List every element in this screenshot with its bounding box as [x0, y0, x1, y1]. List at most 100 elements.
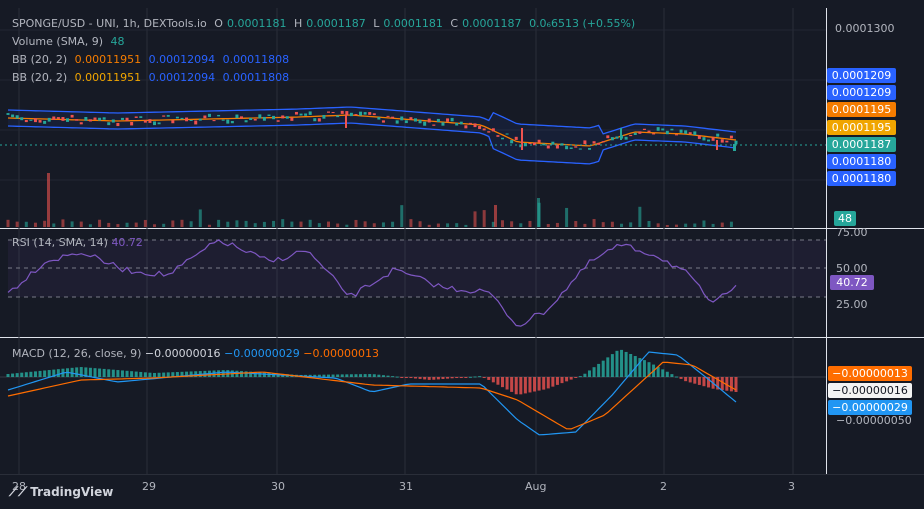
rsi-legend[interactable]: RSI (14, SMA, 14) 40.72 — [12, 236, 143, 249]
close-value: 0.0001187 — [462, 17, 522, 30]
candle-45 — [212, 120, 216, 122]
volume-bar-76 — [354, 219, 358, 227]
macd-hist-39 — [185, 371, 189, 377]
macd-hist-85 — [395, 376, 399, 378]
macd-hist-136 — [629, 353, 633, 377]
candle-36 — [171, 120, 175, 124]
macd-hist-36 — [171, 372, 175, 377]
candle-118 — [546, 145, 550, 149]
macd-hist-80 — [372, 374, 376, 377]
macd-hist-25 — [120, 370, 124, 377]
macd-hist-29 — [139, 371, 143, 377]
volume-bar-146 — [674, 224, 678, 227]
candle-151 — [697, 135, 701, 139]
candle-93 — [432, 124, 436, 126]
pane-separator-macd — [0, 337, 924, 338]
candle-123 — [569, 147, 573, 149]
macd-hist-8 — [43, 370, 47, 377]
macd-hist-95 — [441, 377, 445, 380]
candle-39 — [185, 117, 189, 122]
candle-108 — [500, 137, 504, 140]
candle-19 — [93, 117, 97, 120]
macd-hist-147 — [679, 377, 683, 379]
volume-bar-154 — [711, 223, 715, 227]
macd-hist-26 — [125, 370, 129, 377]
price-axis-border — [826, 8, 827, 474]
candle-96 — [446, 118, 450, 122]
candle-20 — [98, 117, 102, 121]
macd-hist-52 — [244, 371, 248, 377]
volume-bar-122 — [565, 207, 569, 227]
macd-hist-157 — [725, 377, 729, 391]
volume-bar-50 — [235, 220, 239, 227]
candle-119 — [551, 141, 555, 145]
macd-hist-144 — [665, 371, 669, 377]
volume-bar-10 — [52, 223, 56, 227]
macd-hist-131 — [606, 357, 610, 377]
low-value: 0.0001181 — [383, 17, 443, 30]
volume-bar-130 — [601, 222, 605, 227]
volume-bar-74 — [345, 224, 349, 227]
volume-bar-26 — [125, 222, 129, 227]
volume-bar-36 — [171, 220, 175, 227]
candle-135 — [624, 136, 628, 140]
macd-hist-105 — [487, 377, 491, 380]
candle-112 — [519, 144, 523, 148]
candle-88 — [409, 117, 413, 120]
macd-hist-94 — [436, 377, 440, 380]
macd-hist-113 — [523, 377, 527, 394]
volume-bar-144 — [665, 224, 669, 227]
macd-hist-92 — [427, 377, 431, 380]
volume-bar-142 — [656, 223, 660, 227]
tradingview-logo[interactable]: ⟋⟋ TradingView — [9, 485, 114, 500]
macd-hist-158 — [729, 377, 733, 392]
volume-bar-78 — [363, 221, 367, 227]
volume-bar-124 — [574, 221, 578, 227]
volume-bar-120 — [555, 222, 559, 227]
candle-47 — [221, 119, 225, 121]
macd-hist-140 — [647, 362, 651, 377]
volume-bar-18 — [88, 224, 92, 227]
candle-69 — [322, 114, 326, 119]
candle-17 — [84, 117, 88, 121]
macd-hist-31 — [148, 372, 152, 377]
candle-98 — [455, 122, 459, 126]
macd-hist-81 — [377, 374, 381, 377]
macd-hist-111 — [514, 377, 518, 395]
volume-bar-20 — [98, 219, 102, 227]
candle-41 — [194, 120, 198, 125]
candle-73 — [340, 110, 344, 114]
bb2-legend[interactable]: BB (20, 2) 0.00011951 0.00012094 0.00011… — [12, 71, 290, 84]
open-value: 0.0001181 — [226, 17, 287, 30]
macd-hist-66 — [308, 374, 312, 377]
macd-hist-149 — [688, 377, 692, 383]
volume-bar-8 — [43, 220, 47, 227]
volume-legend[interactable]: Volume (SMA, 9) 48 — [12, 35, 125, 48]
macd-hist-4 — [24, 372, 28, 377]
bb1-legend[interactable]: BB (20, 2) 0.00011951 0.00012094 0.00011… — [12, 53, 290, 66]
volume-bar-88 — [409, 219, 413, 227]
candle-54 — [253, 118, 257, 121]
volume-bar-156 — [720, 222, 724, 227]
macd-hist-87 — [404, 377, 408, 378]
tv-logo-icon: ⟋⟋ — [9, 485, 28, 500]
candle-78 — [363, 112, 367, 115]
candle-157 — [725, 140, 729, 143]
candle-124 — [574, 146, 578, 148]
candle-156 — [720, 139, 724, 143]
macd-hist-41 — [194, 371, 198, 377]
candle-drop — [521, 128, 523, 150]
candle-35 — [166, 115, 170, 117]
candle-14 — [70, 114, 74, 118]
candle-63 — [294, 111, 298, 115]
volume-tag: 48 — [834, 211, 856, 226]
candle-107 — [496, 135, 500, 137]
volume-bar-84 — [391, 221, 395, 227]
macd-legend[interactable]: MACD (12, 26, close, 9) −0.00000016 −0.0… — [12, 347, 379, 360]
candle-99 — [459, 121, 463, 125]
candle-71 — [331, 112, 335, 114]
macd-hist-84 — [391, 376, 395, 378]
macd-hist-45 — [212, 370, 216, 377]
candle-11 — [56, 117, 60, 119]
